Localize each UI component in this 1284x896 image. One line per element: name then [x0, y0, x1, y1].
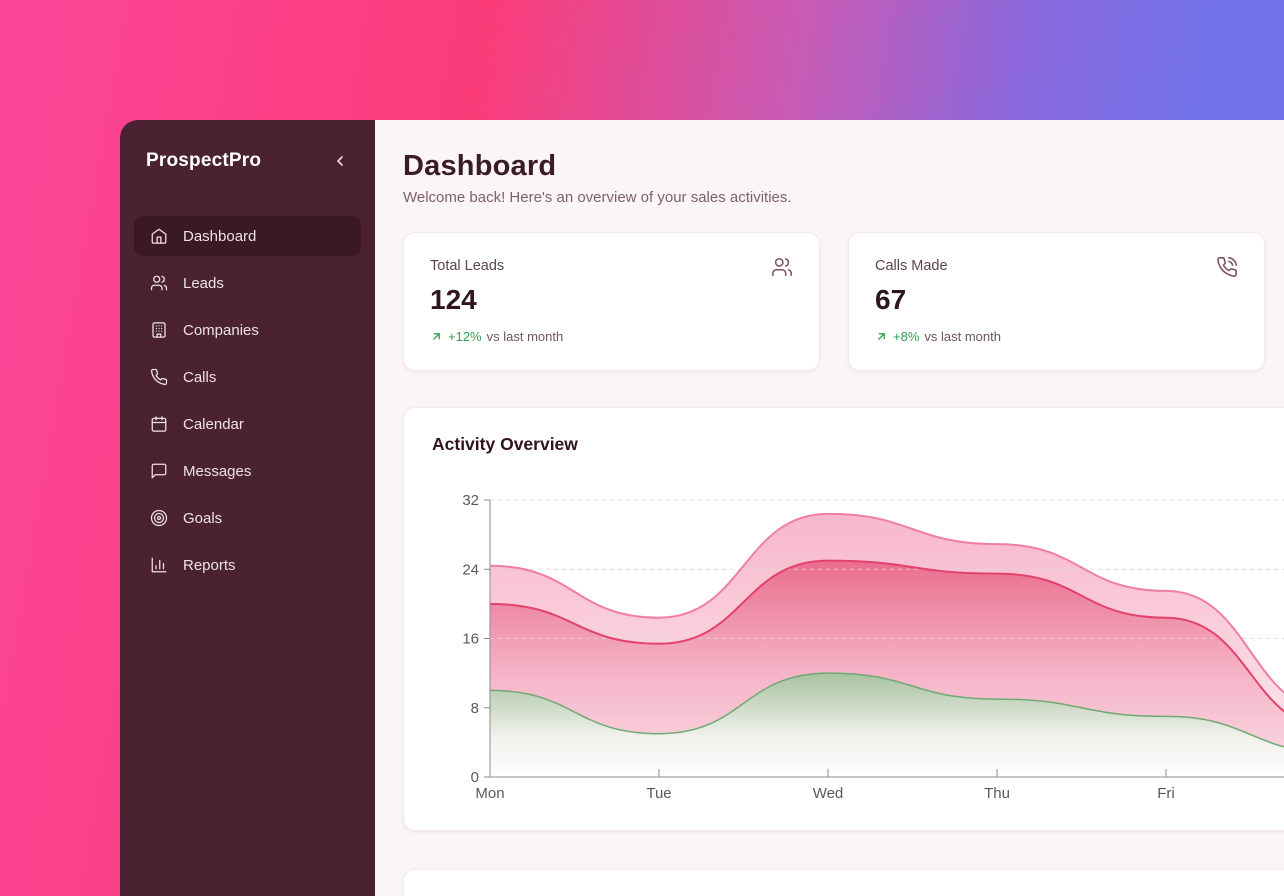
sidebar-item-reports[interactable]: Reports	[134, 545, 361, 585]
next-section-card	[403, 869, 1284, 896]
users-icon	[150, 274, 168, 292]
stat-label: Total Leads	[430, 258, 505, 274]
sidebar-collapse-button[interactable]	[331, 152, 349, 170]
delta-value: +8%	[893, 329, 920, 344]
sidebar-item-companies[interactable]: Companies	[134, 310, 361, 350]
phone-call-icon	[1216, 256, 1238, 283]
main-area: Dashboard Welcome back! Here's an overvi…	[375, 120, 1284, 896]
stat-value: 67	[875, 284, 907, 315]
svg-text:Tue: Tue	[646, 785, 671, 802]
sidebar-item-label: Dashboard	[183, 227, 257, 245]
delta-suffix: vs last month	[486, 329, 564, 344]
trend-up-icon	[878, 333, 885, 340]
sidebar-item-leads[interactable]: Leads	[134, 263, 361, 303]
brand-logo: ProspectPro	[146, 150, 262, 171]
home-icon	[150, 227, 168, 245]
sidebar-header: ProspectPro	[134, 120, 361, 172]
stat-label: Calls Made	[875, 258, 948, 274]
stat-delta: +12% vs last month	[430, 329, 793, 344]
sidebar: ProspectPro Dashboard Leads	[120, 120, 375, 896]
sidebar-item-label: Reports	[183, 556, 236, 574]
chevron-left-icon	[337, 156, 343, 166]
stat-value: 124	[430, 284, 477, 315]
activity-area-chart: 0 8 16 24 32 Mon Tue Wed Thu Fri	[462, 492, 1284, 802]
sidebar-item-calls[interactable]: Calls	[134, 357, 361, 397]
svg-text:16: 16	[462, 631, 479, 648]
stat-card-calls-made: Calls Made 67 +8% vs last month	[848, 232, 1265, 371]
bar-chart-icon	[150, 556, 168, 574]
sidebar-item-label: Messages	[183, 462, 252, 480]
sidebar-item-calendar[interactable]: Calendar	[134, 404, 361, 444]
activity-overview-card: Activity Overview 0 8 16 24 32 Mon Tue Wed Thu Fr…	[403, 407, 1284, 831]
building-icon	[150, 321, 168, 339]
sidebar-item-goals[interactable]: Goals	[134, 498, 361, 538]
delta-suffix: vs last month	[924, 329, 1001, 344]
svg-text:Mon: Mon	[475, 785, 504, 802]
stat-delta: +8% vs last month	[875, 329, 1238, 344]
sidebar-item-label: Goals	[183, 509, 223, 527]
app-window: ProspectPro Dashboard Leads	[120, 120, 1284, 896]
trend-up-icon	[433, 333, 440, 340]
calendar-icon	[150, 415, 168, 433]
sidebar-item-messages[interactable]: Messages	[134, 451, 361, 491]
stat-card-total-leads: Total Leads 124 +12% vs last month	[403, 232, 820, 371]
svg-text:0: 0	[471, 769, 479, 786]
svg-text:32: 32	[462, 492, 479, 509]
target-icon	[150, 509, 168, 527]
page-title: Dashboard	[403, 150, 557, 182]
sidebar-item-dashboard[interactable]: Dashboard	[134, 216, 361, 256]
sidebar-nav: Dashboard Leads Companies Calls	[134, 216, 361, 585]
delta-value: +12%	[448, 329, 482, 344]
svg-text:24: 24	[462, 561, 479, 578]
svg-text:Wed: Wed	[813, 785, 844, 802]
chart-title: Activity Overview	[432, 434, 578, 454]
page-subtitle: Welcome back! Here's an overview of your…	[403, 189, 792, 206]
svg-text:Thu: Thu	[984, 785, 1010, 802]
sidebar-item-label: Calendar	[183, 415, 244, 433]
svg-text:8: 8	[471, 700, 479, 717]
stats-row: Total Leads 124 +12% vs last month Calls…	[403, 232, 1284, 371]
sidebar-item-label: Companies	[183, 321, 259, 339]
sidebar-item-label: Leads	[183, 274, 224, 292]
svg-text:Fri: Fri	[1157, 785, 1175, 802]
users-icon	[771, 256, 793, 283]
message-icon	[150, 462, 168, 480]
phone-icon	[150, 368, 168, 386]
sidebar-item-label: Calls	[183, 368, 217, 386]
main-content: Dashboard Welcome back! Here's an overvi…	[375, 120, 1284, 896]
